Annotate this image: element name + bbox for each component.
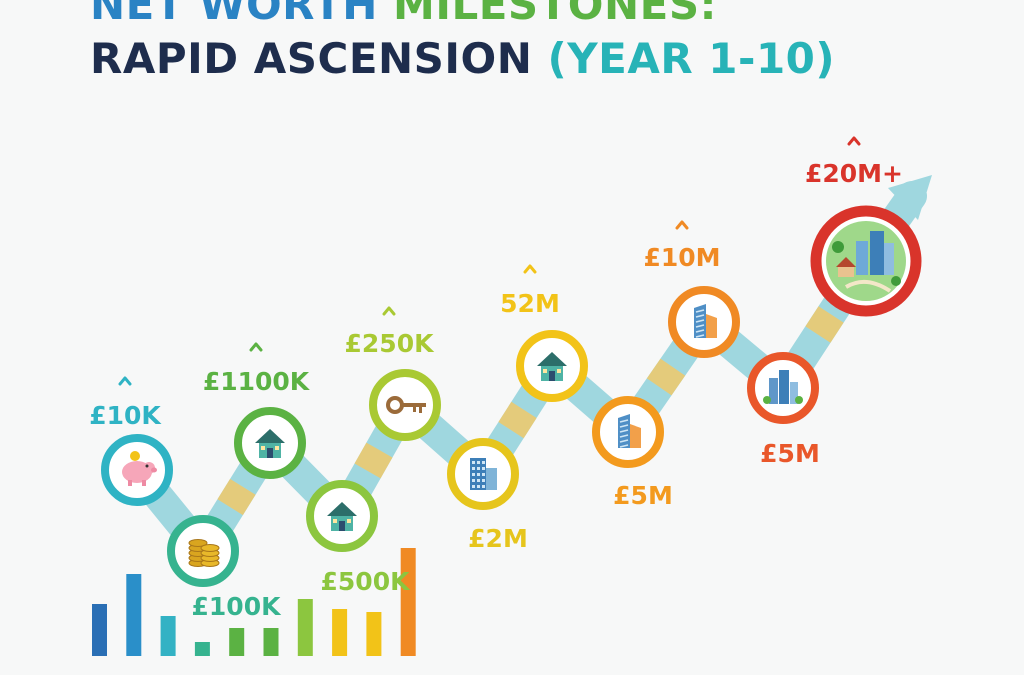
milestone-node: £500K	[306, 480, 412, 596]
path-accent	[805, 306, 844, 343]
milestone-label: £20M+	[805, 159, 903, 188]
milestone-node: £20M+	[805, 136, 922, 317]
milestone-node: £5M	[592, 396, 673, 510]
milestone-node: £10K	[89, 376, 173, 506]
milestone-node: £10M	[643, 220, 740, 358]
bar	[263, 628, 279, 656]
building-icon	[470, 458, 497, 490]
bar	[160, 616, 176, 656]
caret-up-icon	[523, 264, 537, 274]
path-accent	[498, 401, 537, 439]
milestone-label: £100K	[192, 592, 283, 621]
coins-icon	[188, 539, 220, 567]
milestone-nodes: £10K £100K £1100K £500K £250K £2M 52M £5M £10M £5…	[89, 136, 922, 621]
bar	[366, 612, 382, 656]
caret-up-icon	[847, 136, 861, 146]
milestone-label: £5M	[760, 439, 820, 468]
milestone-label: £500K	[321, 567, 412, 596]
key-icon	[386, 396, 426, 414]
piggy-bank-icon	[122, 451, 157, 486]
milestone-node: £1100K	[203, 342, 311, 479]
path-accent	[217, 478, 256, 516]
bar	[126, 574, 142, 656]
milestone-label: £10K	[89, 401, 162, 430]
milestone-label: £10M	[643, 243, 720, 272]
bars-chart	[92, 548, 416, 656]
caret-up-icon	[118, 376, 132, 386]
bar	[92, 604, 107, 656]
title-rapid-ascension: RAPID ASCENSION	[90, 34, 533, 83]
skyscraper-icon	[694, 304, 717, 338]
milestone-node: 52M	[500, 264, 588, 402]
milestone-node: £100K	[167, 515, 283, 621]
bar	[229, 628, 245, 656]
city-park-icon	[826, 221, 906, 301]
title-milestones: MILESTONES:	[393, 0, 717, 29]
milestone-node: £2M	[447, 438, 528, 553]
title-net-worth: NET WORTH	[90, 0, 378, 29]
milestone-label: £2M	[468, 524, 528, 553]
milestone-node: £5M	[747, 352, 820, 468]
page-title: NET WORTH MILESTONES: RAPID ASCENSION (Y…	[90, 0, 835, 86]
milestone-node: £250K	[345, 306, 441, 441]
milestone-label: 52M	[500, 289, 560, 318]
skyscraper-icon	[618, 414, 641, 448]
house-icon	[255, 429, 285, 458]
house-icon	[537, 352, 567, 381]
caret-up-icon	[249, 342, 263, 352]
bar	[194, 642, 210, 656]
city-icon	[763, 370, 803, 404]
milestone-label: £5M	[613, 481, 673, 510]
caret-up-icon	[675, 220, 689, 230]
milestone-label: £1100K	[203, 367, 311, 396]
title-year-range: (YEAR 1-10)	[547, 34, 836, 83]
path-accent	[354, 442, 393, 479]
bar	[400, 548, 416, 656]
house-icon	[327, 502, 357, 531]
bar	[297, 599, 313, 656]
bar	[332, 609, 348, 656]
path-accent	[646, 358, 686, 396]
caret-up-icon	[382, 306, 396, 316]
arrow-head	[888, 175, 932, 220]
milestone-label: £250K	[345, 329, 436, 358]
